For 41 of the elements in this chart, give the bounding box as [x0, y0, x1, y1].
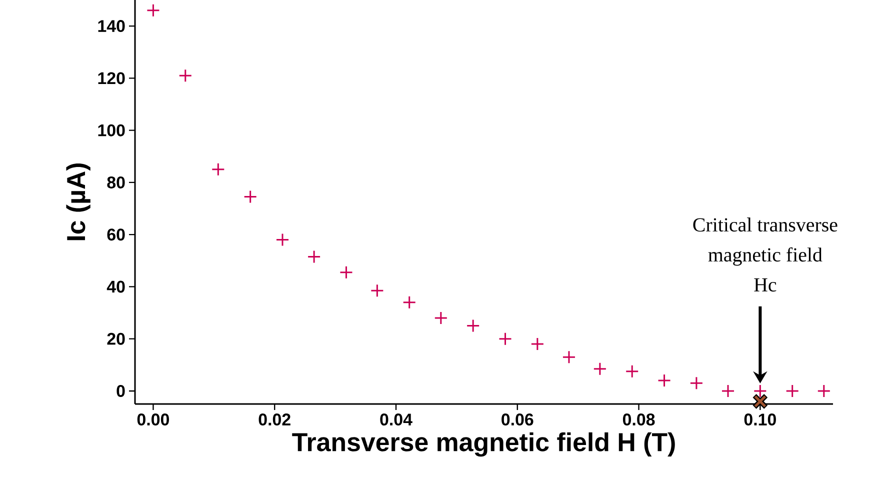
- x-tick-label: 0.00: [137, 414, 169, 426]
- point: [370, 284, 384, 298]
- annotation: Critical transverse: [693, 218, 838, 232]
- point: [146, 4, 160, 18]
- x-axis-title: Transverse magnetic field H (T): [292, 432, 675, 457]
- point: [658, 374, 672, 388]
- point: [307, 250, 321, 264]
- point: [690, 376, 704, 390]
- point: [753, 384, 767, 398]
- point: [276, 233, 290, 247]
- x-tick-label: 0.08: [622, 414, 655, 426]
- point: [178, 68, 192, 82]
- y-tick-label: 100: [98, 124, 125, 136]
- point: [244, 190, 258, 204]
- annotation: Hc: [754, 278, 776, 292]
- point: [562, 350, 576, 364]
- x-tick-label: 0.10: [744, 414, 776, 426]
- point: [402, 296, 416, 310]
- y-tick-label: 140: [98, 20, 125, 32]
- y-tick-label: 60: [107, 228, 125, 241]
- point: [434, 311, 448, 325]
- y-axis-title: Ic (µA): [66, 163, 90, 240]
- point: [339, 266, 353, 280]
- point: [625, 364, 639, 378]
- x-tick-label: 0.06: [502, 414, 534, 426]
- annotation: magnetic field: [708, 247, 822, 266]
- point: [498, 332, 512, 346]
- x-tick-label: 0.04: [380, 414, 412, 426]
- x-tick-label: 0.02: [258, 414, 290, 426]
- point: [466, 319, 480, 333]
- point: [593, 362, 607, 376]
- y-tick-label: 20: [107, 332, 125, 345]
- point: [211, 162, 225, 176]
- point: [721, 384, 735, 398]
- point: [817, 384, 831, 398]
- y-tick-label: 40: [106, 280, 125, 293]
- y-tick-label: 0: [116, 384, 125, 397]
- point: [786, 384, 800, 398]
- y-tick-label: 120: [98, 72, 125, 84]
- y-tick-label: 80: [107, 176, 125, 188]
- point: [530, 337, 544, 351]
